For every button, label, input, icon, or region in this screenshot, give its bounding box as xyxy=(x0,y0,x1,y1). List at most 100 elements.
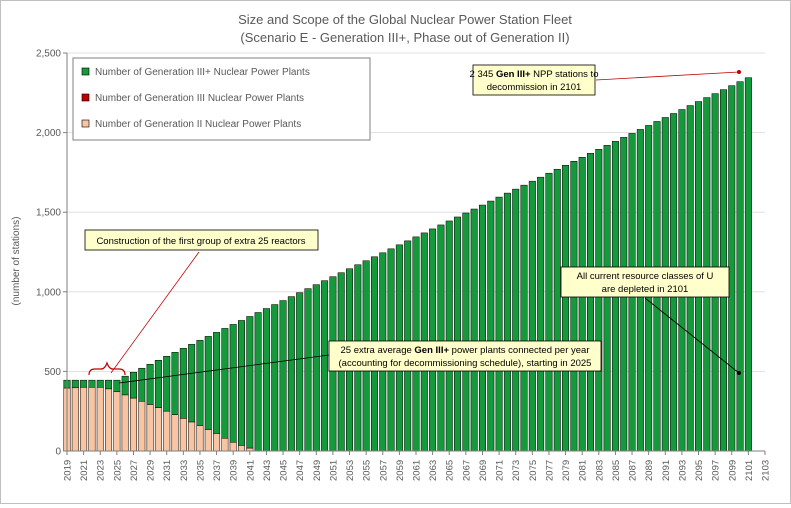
annotation-decommission: 2 345 Gen III+ NPP stations to decommiss… xyxy=(470,64,741,96)
x-tick-label: 2085 xyxy=(611,460,622,481)
annotation-construction-leader xyxy=(110,251,200,374)
x-tick-label: 2073 xyxy=(511,460,522,481)
x-tick-label: 2083 xyxy=(594,460,605,481)
x-tick-label: 2031 xyxy=(162,460,173,481)
bar-gen2 xyxy=(188,421,196,452)
bar-gen3plus xyxy=(80,379,88,388)
bar-gen3plus xyxy=(71,379,79,389)
bar-gen3plus xyxy=(437,224,445,452)
x-tick-labels: 2019 2021 2023 2025 2027 2029 2031 2033 2035 2037… xyxy=(63,460,772,481)
bar-gen3plus xyxy=(736,81,744,452)
bar-gen3plus xyxy=(96,379,104,388)
x-tick-label: 2051 xyxy=(328,460,339,481)
bar-gen3plus xyxy=(221,328,229,439)
annotation-depleted-marker xyxy=(737,371,741,375)
annotation-construction-text: Construction of the first group of extra… xyxy=(96,236,305,247)
bar-gen2 xyxy=(204,429,212,452)
bar-gen3plus xyxy=(154,360,162,408)
bar-gen3plus xyxy=(470,208,478,452)
x-tick-label: 2071 xyxy=(495,460,506,481)
annotation-decommission-marker xyxy=(737,70,741,74)
bar-gen3plus xyxy=(512,188,520,452)
bar-gen2 xyxy=(213,433,221,452)
bar-gen2 xyxy=(146,404,154,452)
annotation-extra-line1: 25 extra average Gen III+ power plants c… xyxy=(340,345,589,356)
x-tick-label: 2069 xyxy=(478,460,489,481)
x-tick-label: 2019 xyxy=(63,460,74,481)
x-tick-label: 2053 xyxy=(345,460,356,481)
bar-gen3plus xyxy=(188,344,196,423)
bar-gen3plus xyxy=(163,356,171,412)
annotation-construction: Construction of the first group of extra… xyxy=(84,229,319,376)
bar-gen3plus xyxy=(578,157,586,452)
x-tick-label: 2023 xyxy=(96,460,107,481)
bar-gen3plus xyxy=(229,324,237,443)
legend-swatch-gen3 xyxy=(81,93,90,102)
annotation-depleted: All current resource classes of U are de… xyxy=(560,266,741,375)
x-tick-label: 2099 xyxy=(727,460,738,481)
x-tick-label: 2081 xyxy=(578,460,589,481)
bar-gen2 xyxy=(196,425,204,452)
bar-gen3plus xyxy=(587,153,594,452)
bar-gen3plus xyxy=(545,172,553,452)
bar-gen3plus xyxy=(562,164,570,452)
bar-gen3plus xyxy=(88,379,96,388)
x-tick-label: 2087 xyxy=(628,460,639,481)
y-tick-label: 1,000 xyxy=(36,287,61,298)
annotation-depleted-line1: All current resource classes of U xyxy=(577,271,714,282)
bar-gen3plus xyxy=(553,168,561,452)
bar-gen3plus xyxy=(304,288,312,452)
x-tick-label: 2093 xyxy=(677,460,688,481)
bar-gen3plus xyxy=(121,375,129,396)
x-tick-label: 2103 xyxy=(761,460,772,481)
bar-gen3plus xyxy=(262,308,270,452)
x-tick-label: 2033 xyxy=(179,460,190,481)
legend-swatch-gen2 xyxy=(81,119,90,128)
annotation-depleted-line2: are depleted in 2101 xyxy=(602,284,689,295)
annotation-decommission-line2: decommission in 2101 xyxy=(487,82,582,93)
x-tick-label: 2089 xyxy=(644,460,655,481)
y-axis-label: (number of stations) xyxy=(11,217,22,306)
bar-gen3plus xyxy=(728,85,736,452)
bar-gen3plus xyxy=(520,184,528,452)
x-tick-label: 2049 xyxy=(312,460,323,481)
bar-gen3plus xyxy=(454,216,462,452)
bar-gen2 xyxy=(88,387,96,452)
bar-gen3plus xyxy=(312,284,320,452)
bar-gen3plus xyxy=(495,196,503,452)
bar-gen3plus xyxy=(595,149,603,452)
x-tick-label: 2035 xyxy=(195,460,206,481)
bar-gen3plus xyxy=(179,348,187,419)
legend-label-gen3: Number of Generation III Nuclear Power P… xyxy=(95,93,304,104)
bar-gen3plus xyxy=(445,220,453,452)
x-tick-label: 2067 xyxy=(461,460,472,481)
bar-gen2 xyxy=(238,445,245,452)
bar-gen3plus xyxy=(603,145,611,452)
x-tick-label: 2025 xyxy=(112,460,123,481)
bar-gen3plus xyxy=(246,316,254,449)
annotation-decommission-leader xyxy=(595,71,740,81)
bar-gen3plus xyxy=(744,77,752,452)
bar-gen2 xyxy=(80,387,88,452)
bar-gen2 xyxy=(129,397,137,452)
bar-gen3plus xyxy=(113,379,121,393)
x-tick-label: 2075 xyxy=(528,460,539,481)
bar-gen2 xyxy=(113,391,121,452)
legend-swatch-gen3plus xyxy=(81,67,90,76)
bar-gen3plus xyxy=(138,367,146,402)
bar-gen3plus xyxy=(105,379,113,390)
bar-gen2 xyxy=(221,438,229,452)
bar-gen2 xyxy=(96,387,104,452)
bar-gen3plus xyxy=(462,212,470,452)
bar-gen3plus xyxy=(528,180,536,452)
bar-gen3plus xyxy=(287,296,295,452)
bar-gen2 xyxy=(171,414,179,452)
bar-gen3plus xyxy=(129,371,137,399)
bar-gen3plus xyxy=(254,312,262,452)
x-tick-label: 2065 xyxy=(445,460,456,481)
y-tick-label: 0 xyxy=(55,447,61,458)
y-tick-labels: 0 500 1,000 1,500 2,000 2,500 xyxy=(36,49,61,458)
x-tick-label: 2043 xyxy=(262,460,273,481)
